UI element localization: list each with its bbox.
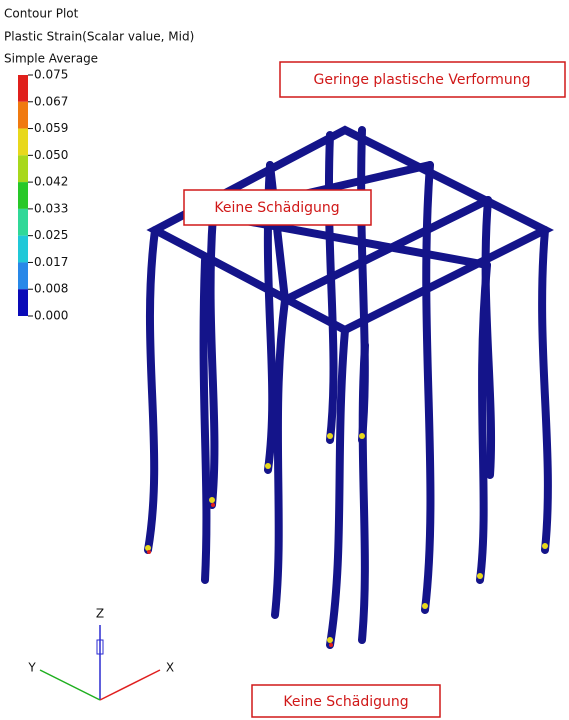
axis-label: Y <box>27 661 36 675</box>
legend-label: 0.033 <box>34 201 68 215</box>
legend-subtitle: Plastic Strain(Scalar value, Mid) <box>4 30 194 44</box>
legend-label: 0.008 <box>34 282 68 296</box>
axis-label: Z <box>96 607 104 621</box>
axis-label: X <box>166 661 174 675</box>
page: Contour Plot Plastic Strain(Scalar value… <box>0 0 569 720</box>
legend-label: 0.075 <box>34 68 68 82</box>
legend-swatch <box>18 262 28 289</box>
legend-swatch <box>18 236 28 263</box>
legend-label: 0.000 <box>34 309 68 323</box>
legend-title: Contour Plot <box>4 7 79 21</box>
legend-label: 0.067 <box>34 94 68 108</box>
legend-swatch <box>18 75 28 102</box>
legend-swatch <box>18 289 28 316</box>
axis-triad: Z X Y <box>27 607 174 701</box>
legend-method: Simple Average <box>4 52 98 66</box>
legend-label: 0.025 <box>34 228 68 242</box>
contour-plot-view: Contour Plot Plastic Strain(Scalar value… <box>0 0 569 720</box>
legend-swatch <box>18 155 28 182</box>
legend-label: 0.059 <box>34 121 68 135</box>
legend-swatch <box>18 102 28 129</box>
annotation: Keine Schädigung <box>214 200 339 216</box>
annotation: Keine Schädigung <box>283 694 408 710</box>
legend-swatch <box>18 209 28 236</box>
legend-label: 0.050 <box>34 148 68 162</box>
legend-label: 0.017 <box>34 255 68 269</box>
legend-swatch <box>18 129 28 156</box>
legend-label: 0.042 <box>34 175 68 189</box>
annotation: Geringe plastische Verformung <box>313 72 530 88</box>
legend-swatch <box>18 182 28 209</box>
